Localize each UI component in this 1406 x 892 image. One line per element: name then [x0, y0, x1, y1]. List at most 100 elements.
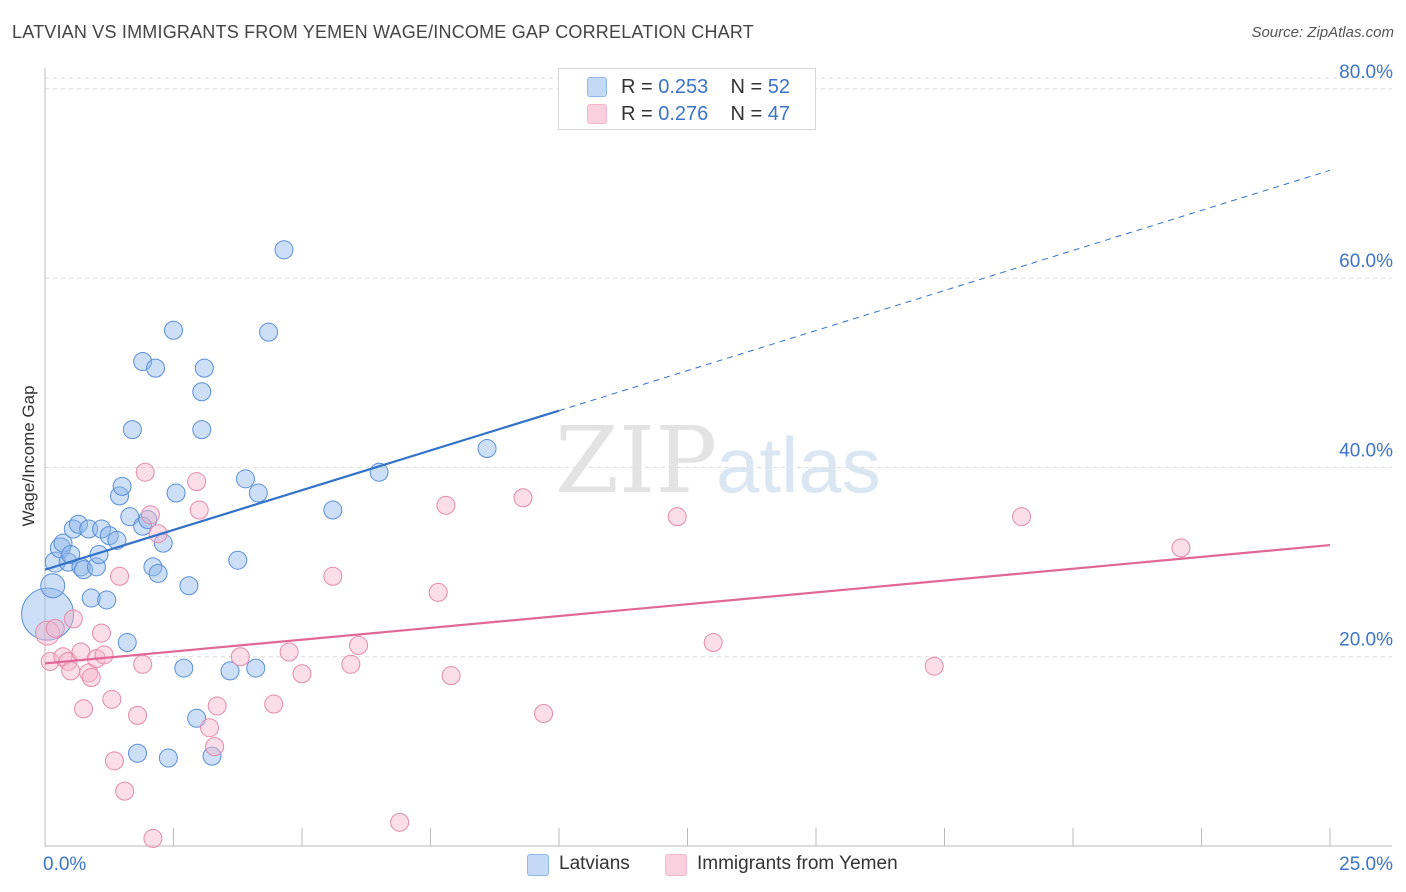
data-point — [102, 689, 122, 709]
data-point — [115, 781, 135, 801]
data-point — [534, 704, 554, 724]
data-point — [192, 382, 212, 402]
data-point — [230, 647, 250, 667]
data-point — [143, 828, 163, 848]
data-point — [81, 588, 101, 608]
data-point — [207, 696, 227, 716]
data-point — [341, 654, 361, 674]
data-point — [428, 582, 448, 602]
data-point — [187, 708, 207, 728]
legend-n-label: N = — [730, 76, 763, 98]
data-point — [143, 557, 163, 577]
data-point — [667, 507, 687, 527]
legend-r-label: R = — [621, 103, 653, 125]
data-point — [86, 557, 106, 577]
bottom-legend-swatch-yemen — [665, 854, 687, 876]
axes-layer: 20.0% 40.0% 60.0% 80.0% 0.0% 25.0% — [43, 62, 1393, 875]
data-point — [192, 420, 212, 440]
data-point — [323, 566, 343, 586]
trend-line-extension-latvians — [558, 169, 1331, 412]
legend-n-value: 52 — [767, 76, 791, 98]
data-point — [187, 472, 207, 492]
legend-swatch-yemen — [587, 104, 607, 124]
legend-n-label: N = — [730, 103, 763, 125]
source-label: Source: ZipAtlas.com — [1251, 24, 1394, 41]
y-tick-label: 60.0% — [1339, 251, 1393, 272]
legend-r-label: R = — [621, 76, 653, 98]
points-layer — [21, 240, 1191, 848]
data-point — [133, 516, 153, 536]
grid-layer — [45, 77, 1392, 658]
data-point — [128, 705, 148, 725]
data-point — [199, 718, 219, 738]
data-point — [189, 500, 209, 520]
data-point — [94, 645, 114, 665]
data-point — [117, 633, 137, 653]
data-point — [110, 566, 130, 586]
data-point — [323, 500, 343, 520]
data-point — [97, 590, 117, 610]
data-point — [128, 743, 148, 763]
legend-r-value: 0.253 — [658, 76, 709, 98]
legend-n-value: 47 — [767, 103, 791, 125]
data-point — [390, 812, 410, 832]
data-point — [122, 420, 142, 440]
trend-line-latvians — [44, 409, 560, 571]
data-point — [81, 668, 101, 688]
x-tick-label: 0.0% — [43, 854, 86, 875]
data-point — [279, 642, 299, 662]
data-point — [21, 587, 75, 641]
data-point — [205, 737, 225, 757]
data-point — [436, 495, 456, 515]
data-point — [349, 635, 369, 655]
trend-line-yemen — [44, 543, 1331, 665]
y-axis-label: Wage/Income Gap — [19, 385, 38, 526]
data-point — [220, 661, 240, 681]
data-point — [112, 476, 132, 496]
data-point — [246, 658, 266, 678]
y-tick-label: 40.0% — [1339, 440, 1393, 461]
y-tick-label: 20.0% — [1339, 630, 1393, 651]
data-point — [703, 633, 723, 653]
data-point — [61, 661, 81, 681]
data-point — [164, 320, 183, 340]
data-point — [274, 240, 294, 260]
data-point — [264, 694, 284, 714]
data-point — [148, 563, 168, 583]
data-point — [166, 483, 186, 503]
data-point — [92, 623, 112, 643]
data-point — [158, 748, 178, 768]
watermark: ZIP atlas — [555, 407, 881, 514]
data-point — [40, 573, 66, 599]
data-point — [1012, 507, 1032, 527]
watermark-zip: ZIP — [555, 407, 717, 514]
y-tick-label: 80.0% — [1339, 62, 1393, 83]
legend-swatch-latvians — [587, 77, 607, 97]
data-point — [135, 462, 155, 482]
bottom-legend-label-latvians: Latvians — [559, 853, 630, 874]
data-point — [61, 545, 81, 565]
data-point — [179, 576, 199, 596]
bottom-legend-swatch-latvians — [527, 854, 549, 876]
data-point — [248, 483, 268, 503]
data-point — [259, 322, 279, 342]
data-point — [292, 664, 312, 684]
data-point — [89, 545, 109, 565]
chart-title: LATVIAN VS IMMIGRANTS FROM YEMEN WAGE/IN… — [12, 22, 754, 42]
trend-layer — [44, 169, 1331, 665]
data-point — [104, 751, 124, 771]
data-point — [477, 439, 497, 459]
watermark-atlas: atlas — [716, 421, 881, 509]
data-point — [133, 654, 153, 674]
x-tick-label: 25.0% — [1339, 854, 1393, 875]
bottom-legend-label-yemen: Immigrants from Yemen — [697, 853, 898, 874]
data-point — [63, 609, 83, 629]
data-point — [68, 514, 88, 534]
legend-r-value: 0.276 — [658, 103, 709, 125]
data-point — [1171, 538, 1191, 558]
data-point — [513, 488, 533, 508]
data-point — [107, 530, 127, 550]
data-point — [194, 358, 214, 378]
data-point — [140, 505, 160, 525]
data-point — [92, 519, 112, 539]
